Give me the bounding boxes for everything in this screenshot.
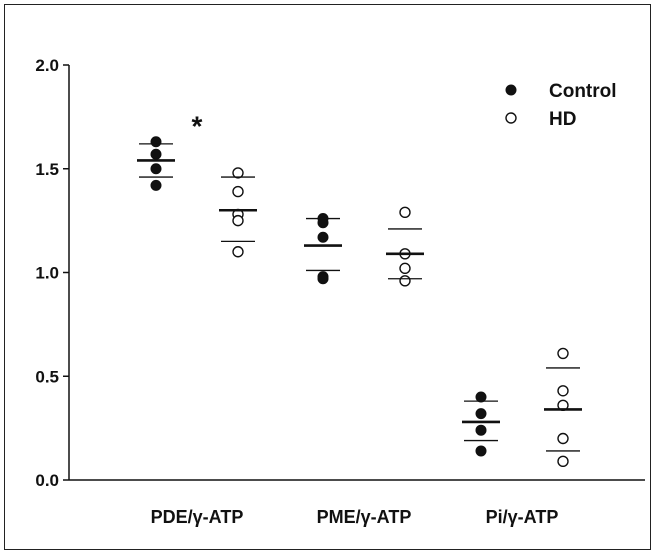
legend-label-hd: HD [549, 109, 576, 130]
control-point [317, 217, 329, 229]
control-point [475, 445, 487, 457]
axes: 0.0 0.5 1.0 1.5 2.0 PDE/γ-ATP PME/γ-ATP Pi/γ-AT… [35, 56, 645, 527]
control-point [150, 163, 162, 175]
y-tick-label: 2.0 [35, 56, 59, 75]
hd-point [557, 455, 569, 468]
hd-point [232, 167, 244, 179]
y-tick-label: 1.5 [35, 160, 59, 179]
data-marks: * [137, 110, 582, 468]
hd-point [232, 246, 244, 258]
control-point [150, 148, 162, 160]
hd-point [232, 185, 244, 198]
hd-point [232, 214, 244, 227]
legend-label-control: Control [549, 81, 617, 102]
control-point [150, 179, 162, 191]
hd-point [557, 347, 569, 360]
control-point [475, 408, 487, 420]
legend-marker-hd [505, 112, 517, 124]
control-point [317, 231, 329, 243]
control-point [150, 136, 162, 148]
hd-point [399, 206, 411, 219]
x-category-label: PDE/γ-ATP [151, 507, 244, 527]
y-tick-label: 0.5 [35, 367, 59, 386]
legend-marker-control [505, 84, 517, 96]
significance-star: * [192, 110, 203, 141]
control-point [475, 391, 487, 403]
hd-point [557, 432, 569, 445]
control-point [317, 273, 329, 285]
legend: Control HD [505, 81, 617, 130]
y-tick-label: 1.0 [35, 264, 59, 283]
y-tick-label: 0.0 [35, 471, 59, 490]
hd-point [557, 385, 569, 397]
hd-point [399, 262, 411, 275]
x-category-label: PME/γ-ATP [317, 507, 412, 527]
control-point [475, 424, 487, 436]
hd-point [399, 275, 411, 287]
x-category-label: Pi/γ-ATP [486, 507, 559, 527]
